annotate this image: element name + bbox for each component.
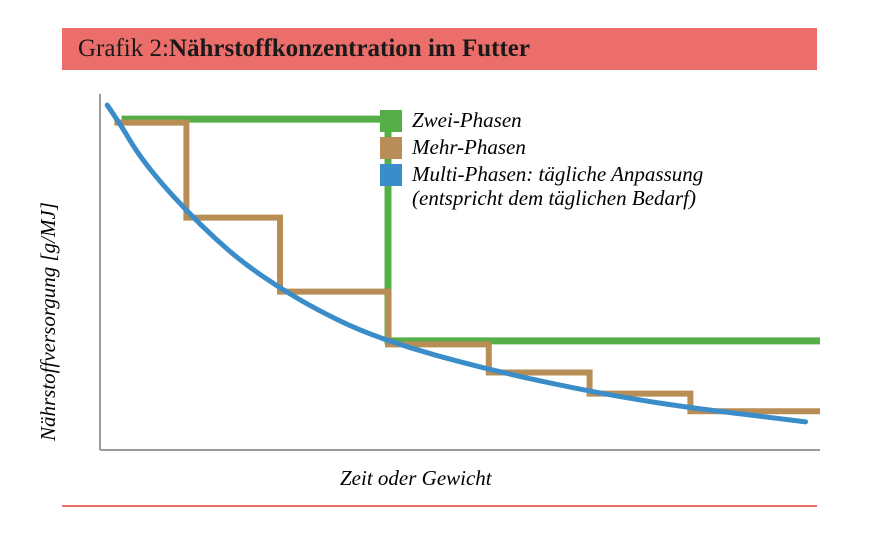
chart-legend: Zwei-PhasenMehr-PhasenMulti-Phasen: tägl… xyxy=(380,108,703,213)
legend-label: Multi-Phasen: tägliche Anpassung(entspri… xyxy=(412,162,703,212)
legend-swatch xyxy=(380,110,402,132)
legend-label: Zwei-Phasen xyxy=(412,108,522,133)
bottom-divider xyxy=(62,505,817,507)
legend-swatch xyxy=(380,164,402,186)
legend-item: Multi-Phasen: tägliche Anpassung(entspri… xyxy=(380,162,703,212)
line-chart xyxy=(0,0,840,470)
legend-swatch xyxy=(380,137,402,159)
legend-item: Mehr-Phasen xyxy=(380,135,703,160)
legend-item: Zwei-Phasen xyxy=(380,108,703,133)
legend-label: Mehr-Phasen xyxy=(412,135,526,160)
